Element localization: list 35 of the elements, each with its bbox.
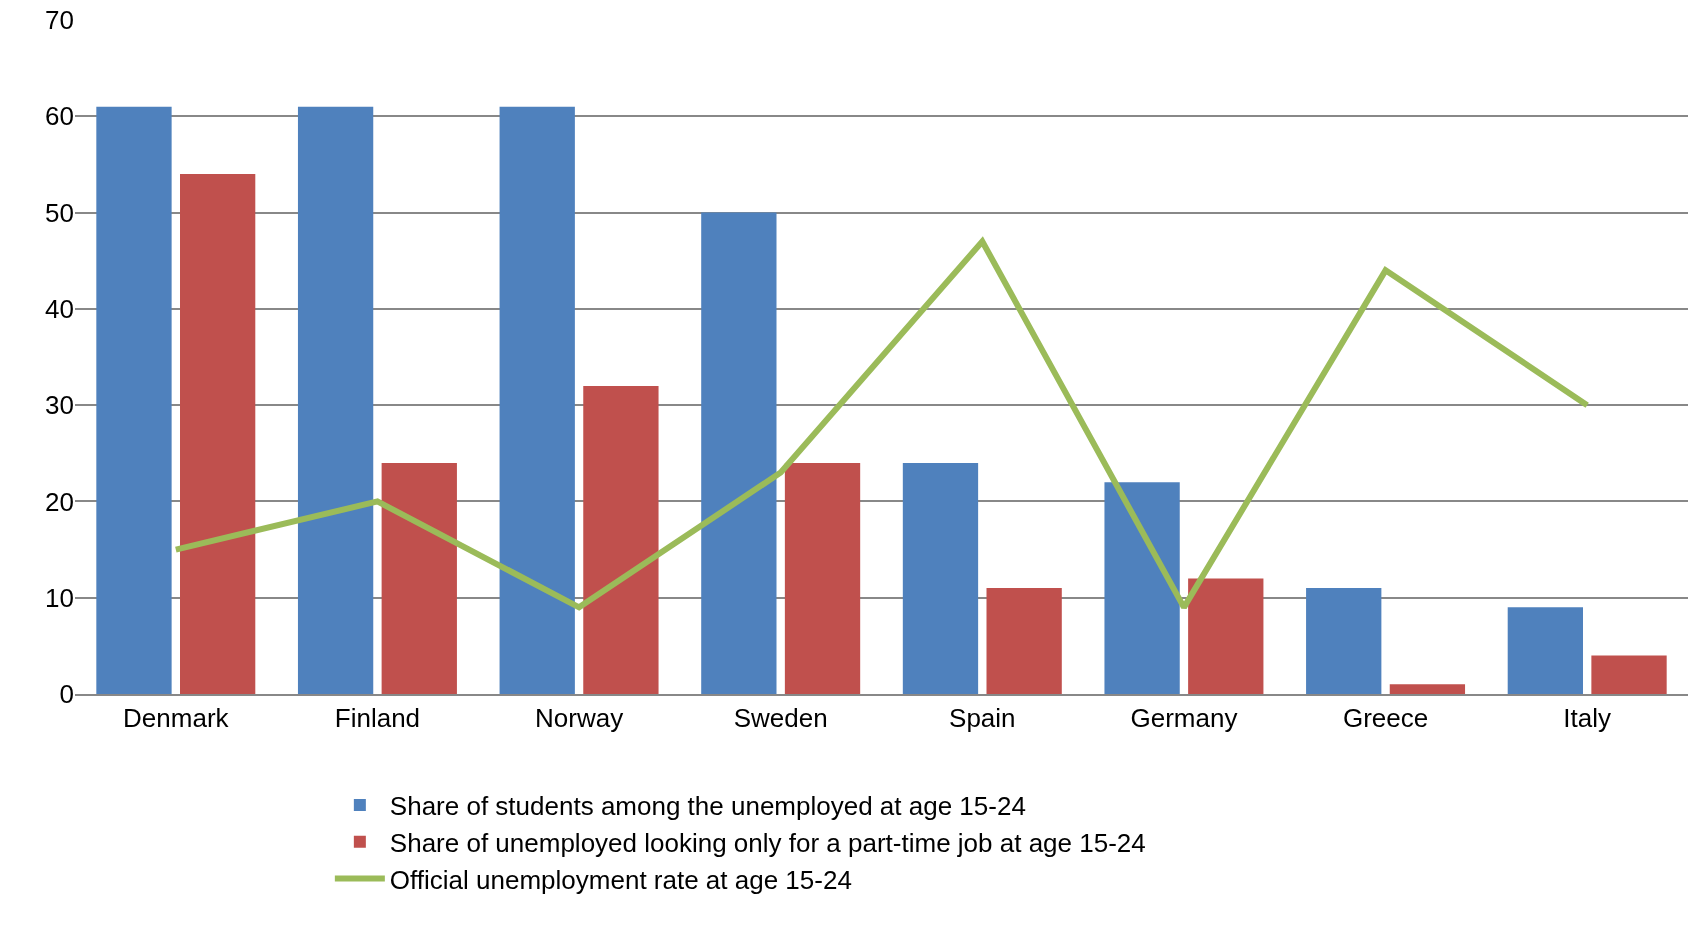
x-tick-label: Spain [949, 702, 1016, 733]
y-tick-label: 0 [59, 679, 74, 710]
bar [381, 462, 457, 694]
legend-label: Share of students among the unemployed at age 15-24 [389, 791, 1026, 822]
y-tick-label: 70 [45, 5, 74, 36]
bar [1389, 684, 1466, 694]
x-tick-label: Germany [1130, 702, 1238, 733]
bar [180, 174, 256, 694]
bar [1507, 607, 1583, 694]
legend-label: Official unemployment rate at age 15-24 [389, 864, 852, 895]
bar [902, 462, 979, 694]
bar [583, 385, 659, 694]
bar [1188, 578, 1264, 694]
y-tick-label: 50 [45, 197, 74, 228]
bar [986, 588, 1062, 694]
bar [784, 462, 861, 694]
bar [96, 106, 172, 694]
y-tick-label: 60 [45, 101, 74, 132]
x-tick-label: Greece [1342, 702, 1429, 733]
bar [1591, 655, 1667, 694]
y-tick-label: 40 [45, 293, 74, 324]
bar [1306, 588, 1382, 694]
x-tick-label: Norway [534, 702, 624, 733]
y-tick-label: 20 [45, 486, 74, 517]
bar [1104, 482, 1180, 694]
legend-label: Share of unemployed looking only for a part-time job at age 15-24 [389, 827, 1146, 858]
y-tick-label: 30 [45, 390, 74, 421]
bar [701, 212, 777, 694]
y-tick-label: 10 [45, 582, 74, 613]
bar [499, 106, 575, 694]
x-tick-label: Sweden [733, 702, 828, 733]
x-tick-label: Italy [1563, 702, 1612, 733]
x-tick-label: Finland [334, 702, 421, 733]
bar [297, 106, 374, 694]
x-tick-label: Denmark [123, 702, 230, 733]
